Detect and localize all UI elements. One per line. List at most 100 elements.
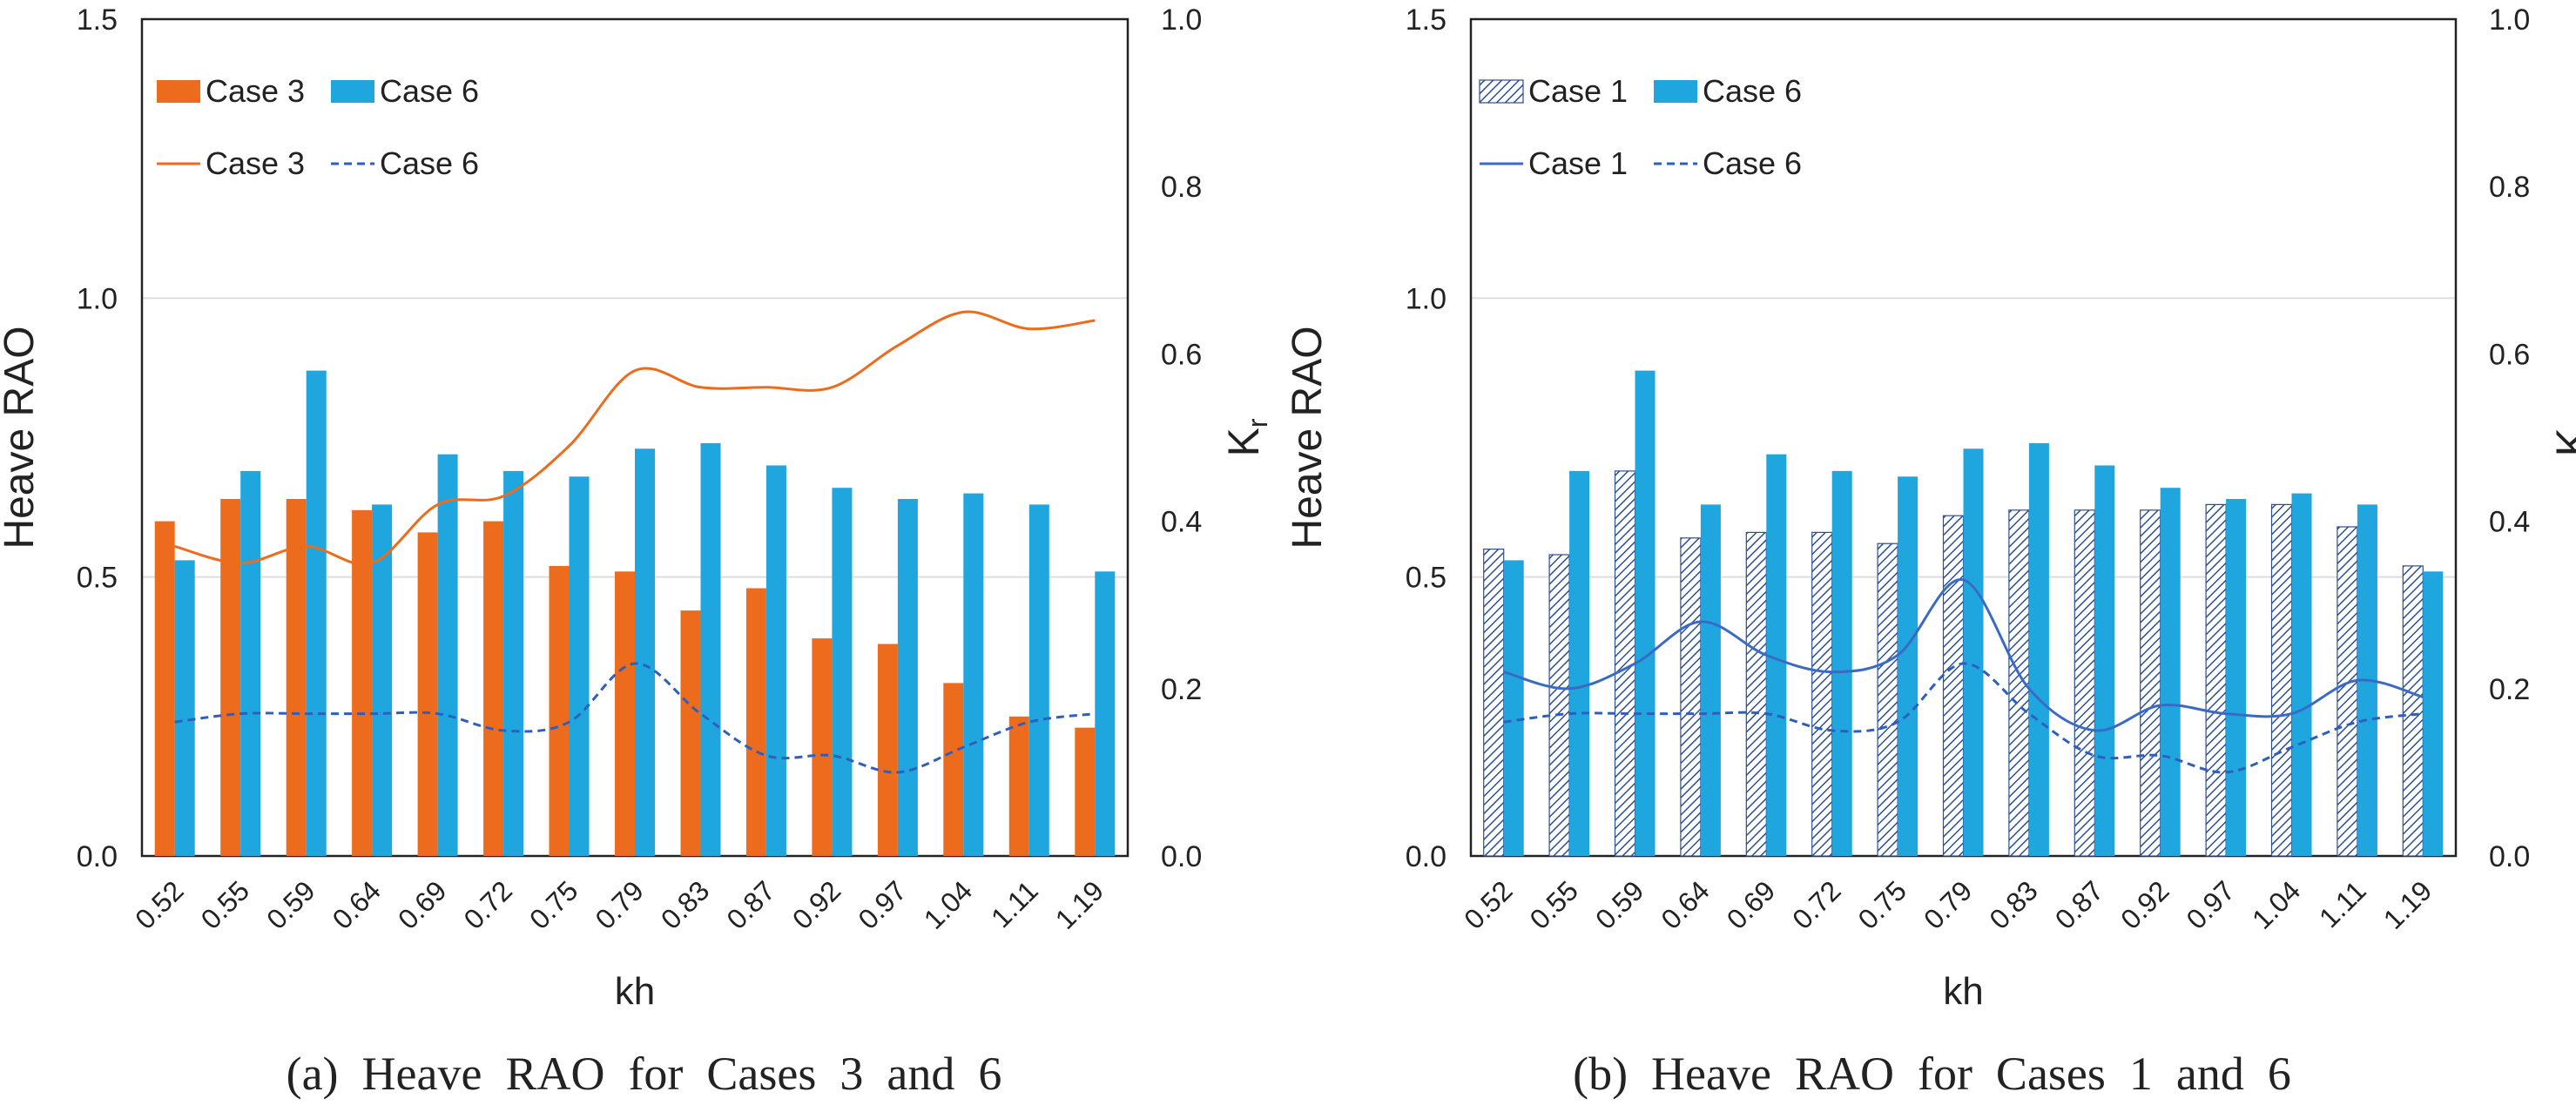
x-axis-title: kh xyxy=(615,970,655,1013)
bar xyxy=(2028,442,2049,856)
x-tick-label: 0.52 xyxy=(1458,874,1518,934)
bar xyxy=(2008,509,2030,857)
bar xyxy=(549,565,570,856)
y2-axis-title-subscript: r xyxy=(1242,418,1273,428)
bar xyxy=(2074,509,2095,857)
y2-tick-label: 0.0 xyxy=(2489,840,2530,873)
x-tick-label: 0.97 xyxy=(852,874,912,934)
legend-label: Case 3 xyxy=(206,145,305,181)
x-tick-label: 0.59 xyxy=(1589,874,1649,934)
bar xyxy=(2402,565,2424,857)
chart-panel-a: 0.0 0.5 1.0 1.5 0.0 0.2 0.4 0.6 0.8 1.0 0.52 0.55 0.… xyxy=(0,3,1273,1100)
y2-tick-label: 0.4 xyxy=(2489,506,2530,539)
x-tick-label: 1.11 xyxy=(985,874,1044,933)
bar xyxy=(154,521,175,856)
line-series-case-3 xyxy=(174,310,1096,566)
y-tick-label: 1.0 xyxy=(77,282,118,315)
bar xyxy=(306,370,327,857)
bar xyxy=(897,499,918,856)
y2-tick-label: 1.0 xyxy=(1161,3,1202,37)
x-tick-label: 0.79 xyxy=(1918,874,1978,934)
bar xyxy=(1635,370,1656,857)
bar xyxy=(1898,476,1919,856)
x-tick-label: 0.69 xyxy=(1721,874,1781,934)
bar xyxy=(2337,526,2358,857)
x-tick-label: 0.59 xyxy=(260,874,320,934)
bar xyxy=(615,571,635,856)
bar xyxy=(2270,503,2293,857)
bar xyxy=(1745,531,1767,857)
bar xyxy=(372,504,393,856)
x-tick-label: 0.92 xyxy=(2114,874,2175,934)
x-tick-label: 0.87 xyxy=(720,874,780,934)
bar xyxy=(812,638,833,856)
x-tick-label: 1.04 xyxy=(918,874,978,934)
y2-tick-label: 0.2 xyxy=(1161,673,1202,706)
x-tick-label: 0.97 xyxy=(2181,874,2241,934)
y2-tick-label: 0.4 xyxy=(1161,506,1202,539)
x-tick-label: 1.11 xyxy=(2313,874,2372,933)
bar xyxy=(832,488,853,856)
bar xyxy=(765,465,786,856)
legend-label: Case 6 xyxy=(380,73,479,109)
bar xyxy=(1569,470,1590,856)
bar xyxy=(1503,560,1524,856)
bar xyxy=(1877,543,1898,857)
bar xyxy=(1680,537,1702,857)
legend: Case 1 Case 6 Case 1 Case 6 xyxy=(1479,73,1802,181)
bar xyxy=(943,683,964,856)
legend-swatch xyxy=(331,80,374,103)
y2-tick-label: 0.8 xyxy=(2489,171,2530,204)
line-series-case-1 xyxy=(1503,578,2424,732)
y2-axis-title-main: K xyxy=(2547,428,2576,456)
x-tick-label: 0.79 xyxy=(589,874,649,934)
bar xyxy=(417,532,438,856)
line-series-case-6 xyxy=(1503,662,2424,774)
legend-label: Case 6 xyxy=(1703,145,1802,181)
y-tick-label: 0.5 xyxy=(1406,562,1446,595)
y2-axis-title-main: K xyxy=(1219,428,1268,456)
legend-label: Case 6 xyxy=(1703,73,1802,109)
x-tick-label: 1.19 xyxy=(1049,874,1109,934)
bar xyxy=(240,470,261,856)
y-tick-label: 1.5 xyxy=(77,3,118,37)
x-tick-label: 0.64 xyxy=(327,874,387,934)
x-tick-label: 0.83 xyxy=(655,874,715,934)
bar-series-case-6 xyxy=(1503,370,2444,857)
y2-axis-title-subscript: r xyxy=(2570,418,2576,428)
bar xyxy=(1700,504,1721,856)
bar xyxy=(1614,470,1636,857)
bar xyxy=(286,499,307,856)
x-tick-label: 0.52 xyxy=(129,874,189,934)
bar xyxy=(1963,448,1984,856)
chart-svg-b: 0.00.51.01.50.00.20.40.60.81.00.52 0.55 0.… xyxy=(1288,3,2576,1013)
legend-label: Case 6 xyxy=(380,145,479,181)
y-axis-title: Heave RAO xyxy=(1288,326,1331,549)
y-tick-label: 0.0 xyxy=(1406,840,1446,873)
bar xyxy=(1548,554,1570,857)
bar-series-case-3 xyxy=(154,499,1096,856)
chart-caption-b: (b) Heave RAO for Cases 1 and 6 xyxy=(1573,1048,2291,1100)
bar xyxy=(437,454,458,856)
bar xyxy=(745,588,766,856)
legend-swatch xyxy=(157,80,200,103)
x-tick-label: 0.55 xyxy=(1524,874,1584,934)
legend-label: Case 3 xyxy=(206,73,305,109)
y2-axis-title: Kr xyxy=(1219,418,1273,456)
y2-axis-title: Kr xyxy=(2547,418,2576,456)
x-tick-label: 0.69 xyxy=(392,874,452,934)
legend: Case 3 Case 6 Case 3 Case 6 xyxy=(157,73,479,181)
x-tick-label: 0.72 xyxy=(458,874,518,934)
bar xyxy=(2291,493,2312,856)
bar xyxy=(1942,515,1965,857)
x-tick-label: 1.19 xyxy=(2377,874,2438,934)
y-tick-label: 0.0 xyxy=(77,840,118,873)
line-series-case-6 xyxy=(174,662,1096,774)
bar xyxy=(1831,470,1852,856)
chart-panel-b: 0.0 0.5 1.0 1.5 0.0 0.2 0.4 0.6 0.8 1.0 0.52 0.55 0.… xyxy=(1288,0,2576,1112)
y2-tick-label: 1.0 xyxy=(2489,3,2530,37)
bar xyxy=(2094,465,2115,856)
x-tick-label: 0.72 xyxy=(1786,874,1846,934)
bar xyxy=(2226,499,2247,856)
x-tick-label: 0.75 xyxy=(523,874,583,934)
